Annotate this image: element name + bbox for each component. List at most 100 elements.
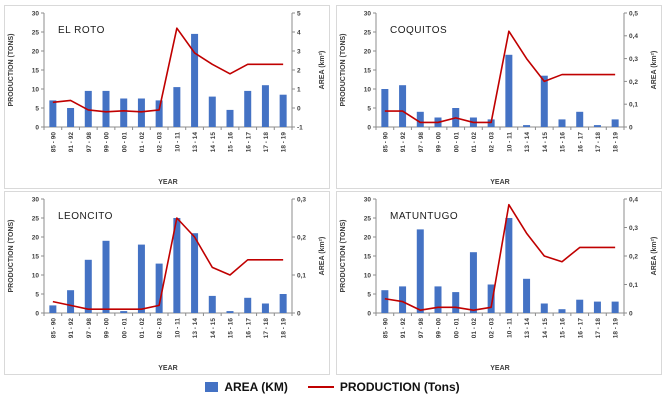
svg-text:00 - 01: 00 - 01: [121, 318, 128, 339]
svg-text:13 - 14: 13 - 14: [192, 318, 199, 339]
svg-text:MATUNTUGO: MATUNTUGO: [390, 211, 458, 222]
svg-text:01 - 02: 01 - 02: [139, 318, 146, 339]
legend-item-area: AREA (KM): [205, 380, 288, 394]
svg-text:10 - 11: 10 - 11: [174, 318, 181, 338]
svg-text:PRODUCTION (TONS): PRODUCTION (TONS): [340, 34, 347, 107]
svg-text:0,4: 0,4: [629, 33, 638, 40]
svg-text:97 - 98: 97 - 98: [85, 132, 92, 153]
svg-text:AREA (km²): AREA (km²): [651, 51, 658, 90]
svg-text:10 - 11: 10 - 11: [506, 318, 513, 338]
svg-text:0,2: 0,2: [629, 253, 638, 260]
svg-text:15 - 16: 15 - 16: [559, 318, 566, 339]
svg-text:5: 5: [367, 291, 371, 298]
svg-text:0: 0: [367, 124, 371, 131]
svg-text:17 - 18: 17 - 18: [595, 318, 602, 339]
svg-text:0,4: 0,4: [629, 196, 638, 203]
svg-text:AREA (km²): AREA (km²): [651, 237, 658, 276]
svg-text:14 - 15: 14 - 15: [209, 318, 216, 339]
svg-text:01 - 02: 01 - 02: [139, 132, 146, 153]
svg-text:0,2: 0,2: [629, 79, 638, 86]
svg-text:0,1: 0,1: [629, 102, 638, 109]
svg-text:18 - 19: 18 - 19: [280, 318, 287, 339]
svg-text:30: 30: [31, 196, 39, 203]
svg-text:13 - 14: 13 - 14: [192, 132, 199, 153]
svg-text:14 - 15: 14 - 15: [209, 132, 216, 153]
svg-text:10: 10: [363, 272, 371, 279]
svg-text:AREA (km²): AREA (km²): [319, 51, 326, 90]
svg-text:00 - 01: 00 - 01: [453, 132, 460, 153]
svg-text:20: 20: [363, 234, 371, 241]
svg-text:20: 20: [31, 48, 39, 55]
svg-text:01 - 02: 01 - 02: [471, 318, 478, 339]
svg-text:01 - 02: 01 - 02: [471, 132, 478, 153]
svg-text:00 - 01: 00 - 01: [121, 132, 128, 153]
chart-leoncito: 0 5 10 15 20 25 30 0 0,1 0,2 0,3 85 - 90 91 - 92 97 -…: [3, 191, 330, 375]
svg-text:15: 15: [31, 67, 39, 74]
svg-text:0: 0: [35, 310, 39, 317]
svg-text:0: 0: [367, 310, 371, 317]
svg-text:4: 4: [297, 29, 301, 36]
svg-text:16 - 17: 16 - 17: [245, 132, 252, 153]
svg-text:02 - 03: 02 - 03: [488, 318, 495, 339]
production-line-swatch-icon: [307, 385, 334, 389]
svg-text:10 - 11: 10 - 11: [506, 132, 513, 152]
svg-text:99 - 00: 99 - 00: [435, 132, 442, 153]
svg-text:30: 30: [31, 10, 39, 17]
svg-text:0: 0: [629, 310, 633, 317]
svg-text:15: 15: [363, 253, 371, 260]
svg-text:2: 2: [297, 67, 301, 74]
svg-text:16 - 17: 16 - 17: [245, 318, 252, 339]
legend-item-production: PRODUCTION (Tons): [307, 380, 460, 394]
svg-text:17 - 18: 17 - 18: [263, 132, 270, 153]
svg-text:LEONCITO: LEONCITO: [58, 211, 113, 222]
svg-text:PRODUCTION (TONS): PRODUCTION (TONS): [8, 34, 15, 107]
svg-text:0,1: 0,1: [629, 282, 638, 289]
chart-panel-el-roto: 0 5 10 15 20 25 30 -1 0 1 2 3 4 5 85 - 90 91 - 92 97 - 9…: [1, 4, 333, 190]
svg-text:00 - 01: 00 - 01: [453, 318, 460, 339]
chart-coquitos: 0 5 10 15 20 25 30 0 0,1 0,2 0,3 0,4 0,5 85 - 90 91 - …: [335, 5, 662, 189]
svg-text:99 - 00: 99 - 00: [435, 318, 442, 339]
charts-grid: 0 5 10 15 20 25 30 -1 0 1 2 3 4 5 85 - 90 91 - 92 97 - 9…: [1, 4, 662, 375]
svg-text:0: 0: [629, 124, 633, 131]
svg-text:25: 25: [31, 215, 39, 222]
svg-text:0,3: 0,3: [297, 196, 306, 203]
svg-text:YEAR: YEAR: [158, 365, 177, 372]
svg-text:0: 0: [35, 124, 39, 131]
svg-text:14 - 15: 14 - 15: [541, 132, 548, 153]
svg-text:YEAR: YEAR: [490, 365, 509, 372]
svg-text:15 - 16: 15 - 16: [227, 132, 234, 153]
svg-text:17 - 18: 17 - 18: [595, 132, 602, 153]
svg-text:16 - 17: 16 - 17: [577, 318, 584, 339]
svg-text:97 - 98: 97 - 98: [417, 318, 424, 339]
svg-text:YEAR: YEAR: [158, 179, 177, 186]
svg-text:91 - 92: 91 - 92: [400, 132, 407, 153]
svg-text:91 - 92: 91 - 92: [68, 132, 75, 153]
svg-text:EL ROTO: EL ROTO: [58, 25, 105, 36]
svg-text:AREA (km²): AREA (km²): [319, 237, 326, 276]
svg-text:0,1: 0,1: [297, 272, 306, 279]
svg-text:0,2: 0,2: [297, 234, 306, 241]
svg-text:5: 5: [35, 105, 39, 112]
chart-el-roto: 0 5 10 15 20 25 30 -1 0 1 2 3 4 5 85 - 90 91 - 92 97 - 9…: [3, 5, 330, 189]
svg-text:91 - 92: 91 - 92: [68, 318, 75, 339]
svg-text:10: 10: [363, 86, 371, 93]
svg-text:99 - 00: 99 - 00: [103, 132, 110, 153]
svg-text:5: 5: [297, 10, 301, 17]
svg-text:85 - 90: 85 - 90: [50, 318, 57, 339]
svg-text:COQUITOS: COQUITOS: [390, 25, 447, 36]
chart-legend: AREA (KM) PRODUCTION (Tons): [0, 380, 665, 394]
svg-text:0: 0: [297, 310, 301, 317]
svg-text:10: 10: [31, 86, 39, 93]
svg-text:16 - 17: 16 - 17: [577, 132, 584, 153]
svg-text:3: 3: [297, 48, 301, 55]
svg-text:5: 5: [35, 291, 39, 298]
svg-text:PRODUCTION (TONS): PRODUCTION (TONS): [340, 220, 347, 293]
svg-text:02 - 03: 02 - 03: [488, 132, 495, 153]
svg-text:97 - 98: 97 - 98: [85, 318, 92, 339]
svg-text:0,5: 0,5: [629, 10, 638, 17]
svg-text:0: 0: [297, 105, 301, 112]
svg-text:30: 30: [363, 196, 371, 203]
svg-text:30: 30: [363, 10, 371, 17]
svg-text:15 - 16: 15 - 16: [227, 318, 234, 339]
